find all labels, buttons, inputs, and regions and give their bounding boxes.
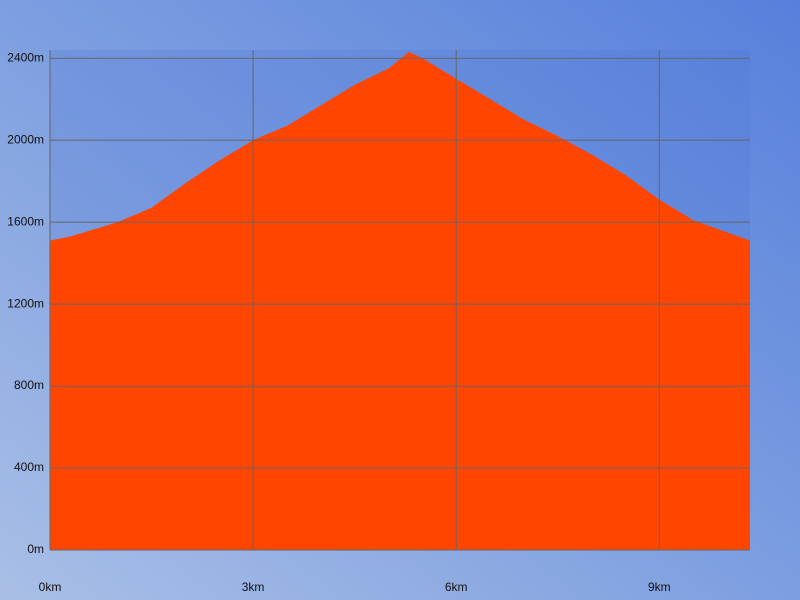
- x-tick-label: 9km: [648, 580, 671, 594]
- y-tick-label: 1600m: [7, 214, 44, 228]
- elevation-area: [50, 52, 750, 550]
- y-tick-label: 400m: [14, 460, 44, 474]
- y-tick-label: 1200m: [7, 296, 44, 310]
- y-tick-label: 0m: [27, 542, 44, 556]
- y-tick-label: 2400m: [7, 50, 44, 64]
- y-tick-label: 800m: [14, 378, 44, 392]
- x-tick-label: 0km: [39, 580, 62, 594]
- x-tick-label: 6km: [445, 580, 468, 594]
- x-tick-label: 3km: [242, 580, 265, 594]
- y-tick-label: 2000m: [7, 132, 44, 146]
